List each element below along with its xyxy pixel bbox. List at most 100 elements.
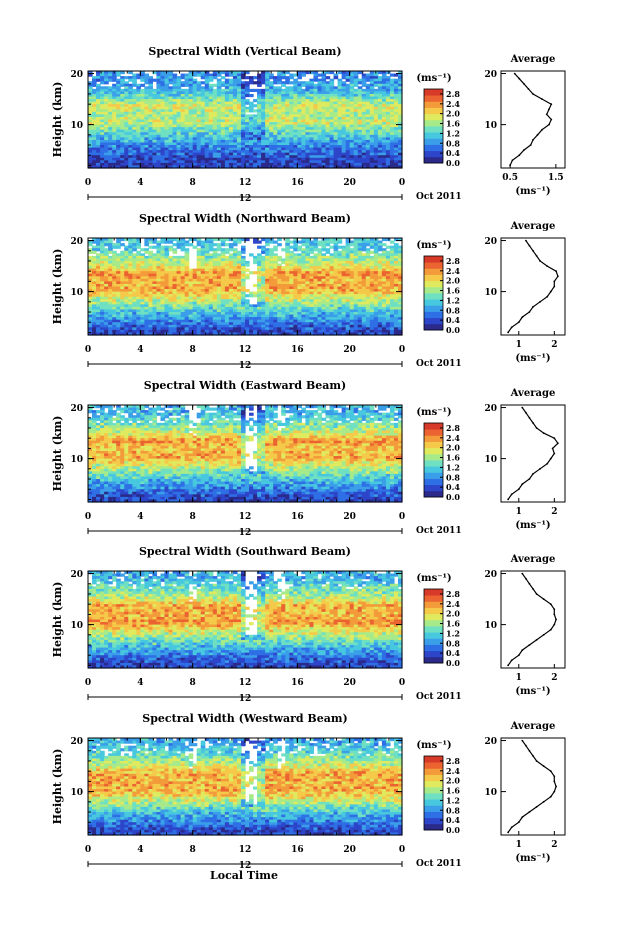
heatmap-cell (365, 83, 371, 87)
heatmap-cell (369, 132, 375, 136)
heatmap-cell (245, 160, 250, 164)
heatmap-cell (397, 78, 403, 82)
heatmap-cell (92, 122, 97, 126)
heatmap-cell (204, 238, 210, 242)
heatmap-cell (349, 157, 355, 161)
heatmap-cell (188, 106, 194, 110)
heatmap-cell (224, 111, 230, 115)
heatmap-cell (281, 88, 286, 93)
heatmap-cell (116, 86, 121, 90)
heatmap-cell (333, 73, 339, 77)
heatmap-cell (245, 116, 250, 121)
heatmap-cell (321, 127, 327, 131)
heatmap-cell (92, 88, 97, 93)
heatmap-cell (156, 104, 162, 108)
heatmap-cell (208, 150, 214, 154)
heatmap-cell (168, 104, 174, 108)
heatmap-cell (188, 238, 194, 242)
heatmap-cell (273, 129, 278, 133)
heatmap-cell (325, 122, 331, 126)
x-tick-label: 0 (399, 178, 405, 188)
heatmap-cell (88, 111, 93, 115)
heatmap-cell (104, 137, 109, 141)
heatmap-cell (301, 157, 306, 161)
y-tick-label: 20 (70, 70, 83, 80)
heatmap-cell (321, 132, 327, 136)
heatmap-cell (208, 88, 214, 93)
heatmap-cell (289, 109, 294, 113)
heatmap-cell (345, 255, 351, 260)
heatmap-cell (144, 73, 149, 77)
heatmap-cell (164, 76, 170, 80)
heatmap-cell (329, 145, 335, 149)
heatmap-cell (313, 240, 319, 244)
heatmap-cell (317, 157, 323, 161)
heatmap-cell (240, 86, 246, 90)
heatmap-cell (393, 150, 399, 154)
heatmap-cell (381, 258, 387, 262)
heatmap-cell (236, 96, 242, 100)
heatmap-cell (253, 124, 258, 128)
heatmap-cell (345, 263, 351, 267)
heatmap-cell (188, 142, 194, 146)
heatmap-cell (236, 111, 242, 115)
heatmap-cell (180, 145, 186, 149)
heatmap-cell (160, 238, 166, 242)
heatmap-cell (236, 114, 242, 118)
heatmap-cell (92, 245, 97, 249)
heatmap-cell (277, 99, 282, 103)
heatmap-cell (357, 145, 363, 149)
heatmap-cell (281, 160, 286, 164)
heatmap-cell (188, 122, 194, 126)
heatmap-cell (240, 96, 246, 100)
heatmap-cell (281, 165, 286, 169)
heatmap-cell (96, 165, 101, 169)
heatmap-cell (345, 160, 351, 164)
heatmap-cell (192, 124, 198, 128)
heatmap-cell (240, 263, 246, 267)
heatmap-cell (156, 86, 162, 90)
heatmap-cell (92, 137, 97, 141)
heatmap-cell (317, 93, 323, 98)
heatmap-cell (176, 106, 182, 110)
heatmap-cell (224, 260, 230, 265)
heatmap-cell (92, 104, 97, 108)
heatmap-cell (273, 88, 278, 93)
heatmap-cell (120, 111, 125, 115)
heatmap-cell (192, 78, 198, 82)
heatmap-cell (269, 81, 274, 85)
day-axis-label: 12 (239, 194, 252, 204)
heatmap-cell (349, 93, 355, 98)
heatmap-cell (265, 134, 270, 138)
heatmap-cell (124, 248, 129, 252)
heatmap-cell (144, 137, 149, 141)
heatmap-cell (389, 86, 395, 90)
heatmap-cell (313, 260, 319, 265)
heatmap-cell (345, 124, 351, 128)
heatmap-cell (289, 114, 294, 118)
heatmap-cell (120, 96, 125, 100)
heatmap-cell (377, 137, 383, 141)
heatmap-cell (116, 245, 121, 249)
heatmap-cell (192, 134, 198, 138)
heatmap-cell (261, 114, 266, 118)
heatmap-cell (240, 119, 246, 123)
heatmap-cell (212, 248, 218, 252)
heatmap-cell (345, 83, 351, 87)
heatmap-cell (96, 134, 101, 138)
heatmap-cell (132, 139, 137, 144)
heatmap-cell (92, 93, 97, 98)
heatmap-cell (228, 147, 234, 151)
heatmap-cell (273, 155, 278, 159)
heatmap-cell (236, 116, 242, 121)
heatmap-cell (293, 111, 298, 115)
heatmap-cell (188, 109, 194, 113)
heatmap-cell (249, 139, 254, 144)
heatmap-cell (120, 132, 125, 136)
heatmap-cell (208, 119, 214, 123)
heatmap-cell (208, 122, 214, 126)
heatmap-cell (361, 83, 367, 87)
heatmap-cell (393, 86, 399, 90)
heatmap-cell (289, 91, 294, 95)
heatmap-cell (132, 260, 137, 265)
